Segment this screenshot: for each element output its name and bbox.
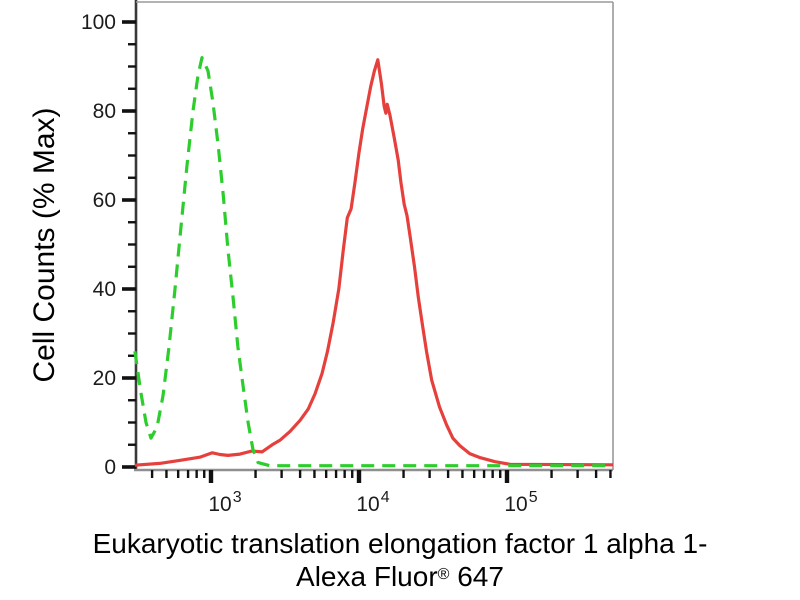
x-axis-title: Eukaryotic translation elongation factor… bbox=[0, 527, 800, 593]
axes-layer: 0 20 40 60 80 100 103 104 105 bbox=[81, 0, 614, 516]
x-tick-label-10^5: 105 bbox=[504, 489, 537, 516]
y-tick-label-0: 0 bbox=[104, 456, 116, 479]
y-tick-label-60: 60 bbox=[93, 189, 116, 212]
y-tick-label-80: 80 bbox=[93, 100, 116, 123]
y-tick-label-40: 40 bbox=[93, 278, 116, 301]
y-axis-label: Cell Counts (% Max) bbox=[28, 107, 61, 382]
y-tick-label-20: 20 bbox=[93, 367, 116, 390]
curve-red-solid-sample bbox=[134, 58, 614, 467]
x-tick-label-10^3: 103 bbox=[208, 489, 241, 516]
title-product-name: Alexa Fluor bbox=[296, 561, 438, 592]
registered-trademark-symbol: ® bbox=[437, 565, 450, 583]
title-fluor-number: 647 bbox=[449, 561, 504, 592]
histogram-plot-canvas: 0 20 40 60 80 100 103 104 105 Cell Counts (% Max… bbox=[28, 0, 614, 516]
x-axis-title-line2: Alexa Fluor® 647 bbox=[0, 560, 800, 593]
x-tick-label-10^4: 104 bbox=[356, 489, 389, 516]
curve-green-dashed-control bbox=[133, 56, 613, 468]
x-axis-title-line1: Eukaryotic translation elongation factor… bbox=[92, 528, 708, 559]
curves-layer bbox=[133, 56, 614, 468]
y-tick-label-100: 100 bbox=[81, 11, 116, 34]
